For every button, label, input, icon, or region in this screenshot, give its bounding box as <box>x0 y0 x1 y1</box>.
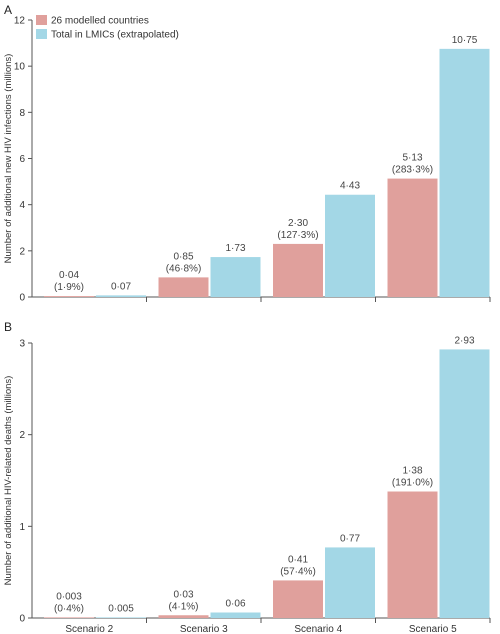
data-sublabel: (1·9%) <box>54 282 84 293</box>
bar-lmic-b <box>439 349 490 618</box>
bar-modelled-a <box>158 277 209 297</box>
data-label: 2·30 <box>288 218 308 229</box>
data-label: 0·41 <box>288 554 308 565</box>
data-sublabel: (46·8%) <box>166 263 202 274</box>
legend-label-lmic: Total in LMICs (extrapolated) <box>51 30 179 41</box>
y-tick-label: 0 <box>19 614 25 625</box>
y-tick-label: 3 <box>19 339 25 350</box>
y-axis-label-b: Number of additional HIV-related deaths … <box>3 376 14 586</box>
y-tick-label: 8 <box>19 108 25 119</box>
category-label: Scenario 2 <box>65 624 113 634</box>
data-sublabel: (4·1%) <box>168 601 198 612</box>
y-tick-label: 1 <box>19 522 25 533</box>
data-label: 0·85 <box>173 251 193 262</box>
data-label: 0·04 <box>59 270 79 281</box>
data-label: 4·43 <box>340 181 360 192</box>
data-label: 1·38 <box>402 466 422 477</box>
y-tick-label: 10 <box>14 62 26 73</box>
data-label: 0·03 <box>173 589 193 600</box>
bar-lmic-a <box>210 257 261 297</box>
y-tick-label: 2 <box>19 246 25 257</box>
legend-swatch-modelled <box>36 15 47 25</box>
data-label: 0·06 <box>225 599 245 610</box>
bar-modelled-a <box>387 178 438 297</box>
y-tick-label: 4 <box>19 200 25 211</box>
bar-modelled-b <box>158 615 209 618</box>
bar-lmic-b <box>96 617 146 618</box>
data-sublabel: (191·0%) <box>392 478 433 489</box>
data-label: 0·005 <box>108 603 134 614</box>
y-tick-label: 0 <box>19 293 25 304</box>
bar-lmic-a <box>325 194 375 297</box>
data-sublabel: (127·3%) <box>277 230 318 241</box>
bar-lmic-a <box>96 295 146 297</box>
data-sublabel: (283·3%) <box>392 165 433 176</box>
bar-modelled-a <box>273 243 323 297</box>
panel-letter-b: B <box>4 320 12 334</box>
y-tick-label: 6 <box>19 154 25 165</box>
panel-letter-a: A <box>4 3 12 17</box>
data-label: 0·07 <box>111 281 131 292</box>
data-label: 1·73 <box>225 243 245 254</box>
data-sublabel: (57·4%) <box>280 566 316 577</box>
bar-modelled-a <box>44 296 94 297</box>
y-tick-label: 2 <box>19 430 25 441</box>
bar-lmic-b <box>210 612 261 618</box>
legend-label-modelled: 26 modelled countries <box>51 16 149 27</box>
bar-modelled-b <box>44 617 94 618</box>
legend-swatch-lmic <box>36 29 47 39</box>
bar-modelled-b <box>273 580 323 618</box>
bar-lmic-b <box>325 547 375 618</box>
data-label: 10·75 <box>452 35 478 46</box>
data-label: 0·003 <box>56 591 82 602</box>
category-label: Scenario 5 <box>409 624 457 634</box>
y-tick-label: 12 <box>14 16 26 27</box>
y-axis-label-a: Number of additional new HIV infections … <box>3 54 14 264</box>
bar-lmic-a <box>439 48 490 297</box>
bar-modelled-b <box>387 491 438 618</box>
data-label: 2·93 <box>454 335 474 346</box>
category-label: Scenario 3 <box>180 624 228 634</box>
category-label: Scenario 4 <box>294 624 342 634</box>
data-sublabel: (0·4%) <box>54 603 84 614</box>
data-label: 0·77 <box>340 533 360 544</box>
data-label: 5·13 <box>402 153 422 164</box>
